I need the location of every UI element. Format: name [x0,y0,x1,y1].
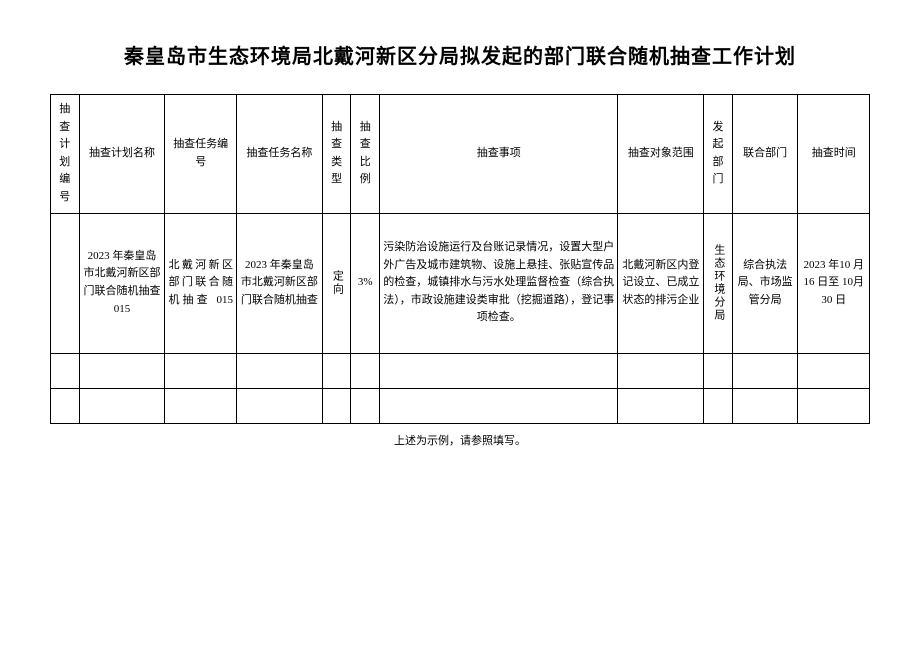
cell-ratio: 3% [351,213,380,353]
cell-scope: 北戴河新区内登记设立、已成立状态的排污企业 [618,213,704,353]
col-check-type: 抽查类型 [322,95,351,214]
cell-time: 2023 年10 月 16 日至 10月 30 日 [798,213,870,353]
cell-plan-no [51,213,80,353]
cell-initiator: 生态环境分局 [704,213,733,353]
table-header-row: 抽查计划编号 抽查计划名称 抽查任务编号 抽查任务名称 抽查类型 抽查比例 抽查… [51,95,870,214]
col-time: 抽查时间 [798,95,870,214]
cell-task-no: 北戴河新区部门联合随机抽查 015 [165,213,237,353]
col-ratio: 抽查比例 [351,95,380,214]
page-title: 秦皇岛市生态环境局北戴河新区分局拟发起的部门联合随机抽查工作计划 [50,40,870,69]
col-items: 抽查事项 [380,95,618,214]
col-initiator: 发起部门 [704,95,733,214]
col-task-name: 抽查任务名称 [236,95,322,214]
cell-items: 污染防治设施运行及台账记录情况，设置大型户外广告及城市建筑物、设施上悬挂、张贴宣… [380,213,618,353]
table-row: 2023 年秦皇岛市北戴河新区部门联合随机抽查015 北戴河新区部门联合随机抽查… [51,213,870,353]
col-plan-no: 抽查计划编号 [51,95,80,214]
col-scope: 抽查对象范围 [618,95,704,214]
col-task-no: 抽查任务编号 [165,95,237,214]
cell-task-name: 2023 年秦皇岛市北戴河新区部门联合随机抽查 [236,213,322,353]
col-plan-name: 抽查计划名称 [79,95,165,214]
table-row-empty [51,353,870,388]
footnote: 上述为示例，请参照填写。 [50,432,870,448]
cell-joint: 综合执法局、市场监管分局 [732,213,798,353]
col-joint: 联合部门 [732,95,798,214]
table-row-empty [51,388,870,423]
cell-plan-name: 2023 年秦皇岛市北戴河新区部门联合随机抽查015 [79,213,165,353]
cell-check-type: 定向 [322,213,351,353]
plan-table: 抽查计划编号 抽查计划名称 抽查任务编号 抽查任务名称 抽查类型 抽查比例 抽查… [50,94,870,424]
